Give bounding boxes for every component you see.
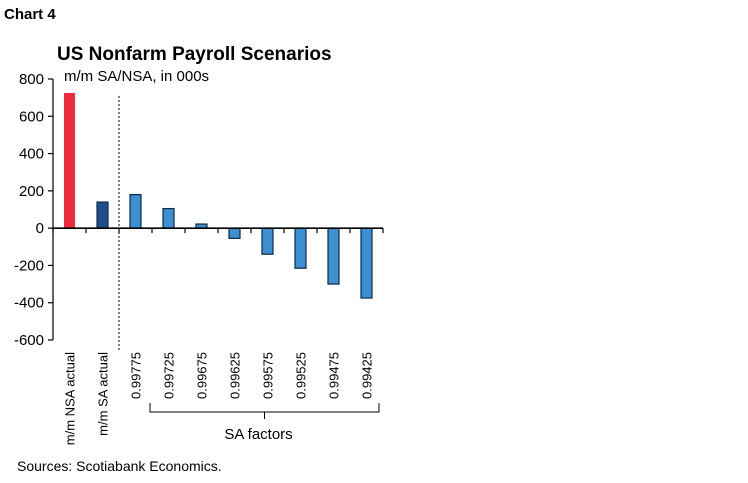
bar	[162, 207, 175, 229]
y-tick-label: 400	[19, 146, 44, 163]
x-category-label: 0.99775	[129, 352, 144, 399]
y-tick-label: -200	[14, 257, 44, 274]
bar	[228, 227, 241, 239]
y-tick-label: 200	[19, 183, 44, 200]
bar	[96, 201, 109, 229]
group-label: SA factors	[224, 426, 292, 443]
bar	[360, 227, 373, 299]
x-category-label: 0.99475	[327, 352, 342, 399]
y-tick-label: -600	[14, 332, 44, 349]
chart-title: US Nonfarm Payroll Scenarios	[57, 44, 332, 65]
x-category-label: 0.99675	[195, 352, 210, 399]
bar	[261, 227, 274, 255]
bar	[64, 92, 75, 229]
x-category-label: 0.99625	[228, 352, 243, 399]
y-tick-label: -400	[14, 295, 44, 312]
y-tick-label: 800	[19, 71, 44, 88]
bar	[294, 227, 307, 269]
bar	[129, 193, 142, 229]
group-bracket	[149, 403, 380, 419]
x-category-label: 0.99425	[360, 352, 375, 399]
x-category-label: 0.99575	[261, 352, 276, 399]
y-tick-label: 0	[36, 220, 44, 237]
x-category-label: m/m NSA actual	[63, 352, 78, 445]
x-category-label: 0.99725	[162, 352, 177, 399]
source-note: Sources: Scotiabank Economics.	[17, 458, 222, 474]
x-category-label: m/m SA actual	[96, 352, 111, 436]
y-tick-label: 600	[19, 108, 44, 125]
chart-subtitle: m/m SA/NSA, in 000s	[64, 68, 210, 85]
x-category-label: 0.99525	[294, 352, 309, 399]
chart-number-label: Chart 4	[4, 6, 56, 23]
bar	[327, 227, 340, 285]
